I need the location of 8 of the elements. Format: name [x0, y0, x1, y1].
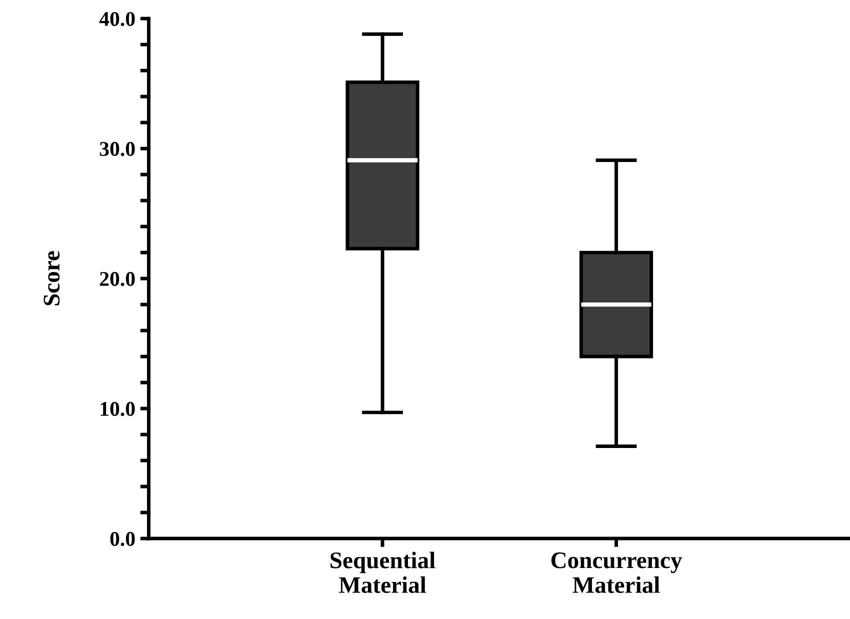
- x-tick-label: Sequential Material: [330, 552, 436, 594]
- y-tick-label: 10.0: [100, 402, 135, 416]
- y-tick-label: 30.0: [100, 142, 135, 156]
- y-tick-label: 20.0: [100, 272, 135, 286]
- y-axis-title: Score: [44, 251, 60, 306]
- y-tick-label: 0.0: [110, 532, 135, 546]
- y-tick-label: 40.0: [99, 12, 135, 26]
- x-tick-label: Concurrency Material: [551, 552, 682, 594]
